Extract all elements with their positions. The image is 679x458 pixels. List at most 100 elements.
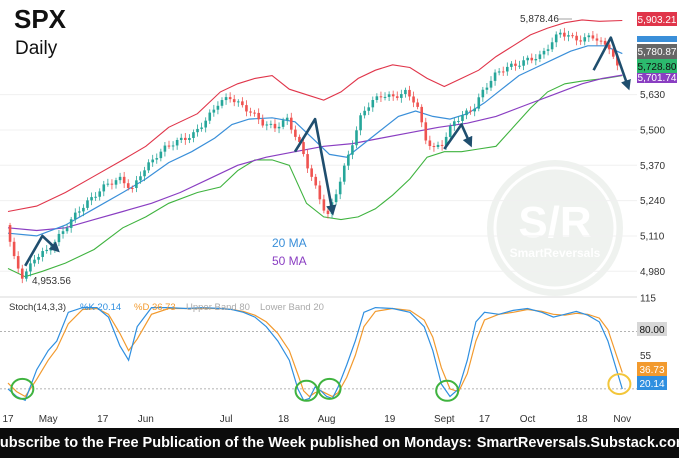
candle-body	[106, 183, 110, 185]
candle-body	[118, 176, 122, 181]
oversold-circle-3	[435, 379, 460, 402]
stoch-legend-d: %D 36.73	[134, 302, 176, 313]
stoch-upper-value: 80.00	[639, 325, 664, 336]
candle-body	[489, 80, 493, 88]
candle-body	[78, 211, 81, 213]
candle-body	[563, 32, 566, 37]
candle-body	[232, 99, 236, 103]
stoch-legend-lower: Lower Band 20	[260, 302, 324, 313]
candle-body	[281, 120, 285, 127]
candle-body	[151, 159, 154, 163]
time-tick-label-6: Aug	[318, 414, 336, 425]
candle-body	[558, 32, 562, 35]
price-panel	[0, 19, 637, 284]
candle-body	[420, 106, 424, 123]
candle-body	[493, 72, 497, 81]
swing-arrow-1	[293, 117, 337, 216]
candle-body	[465, 110, 468, 116]
stoch-title: Stoch(14,3,3)	[9, 302, 66, 313]
candle-body	[375, 96, 379, 101]
candle-body	[338, 181, 342, 195]
upper-band-price: 5,903.21	[638, 15, 677, 26]
candle-body	[510, 63, 513, 67]
subscribe-footer: Subscribe to the Free Publication of the…	[0, 428, 679, 458]
candle-body	[37, 256, 40, 260]
candle-body	[61, 231, 65, 234]
time-tick-label-2: 17	[97, 414, 109, 425]
ma20-line	[7, 45, 623, 237]
candle-body	[530, 57, 534, 61]
candle-body	[391, 94, 395, 97]
candle-body	[534, 58, 538, 61]
candle-body	[611, 49, 615, 57]
candle-body	[16, 256, 20, 269]
candle-body	[25, 271, 28, 279]
footer-url[interactable]: SmartReversals.Substack.com	[476, 435, 679, 451]
candle-body	[147, 162, 150, 171]
time-tick-label-5: 18	[278, 414, 290, 425]
candle-body	[139, 176, 142, 181]
candle-body	[82, 207, 85, 212]
time-tick-label-10: Oct	[520, 414, 536, 425]
stoch-tick-label-0: 115	[640, 294, 656, 305]
footer-text: Subscribe to the Free Publication of the…	[0, 435, 472, 451]
oversold-circle-1	[294, 379, 319, 402]
candle-body	[257, 112, 260, 120]
candle-body	[110, 183, 114, 185]
candle-body	[86, 200, 89, 208]
candle-body	[277, 126, 281, 129]
watermark-logo: S/R SmartReversals	[487, 160, 623, 296]
candle-body	[497, 71, 501, 73]
stoch-upper-badge: 80.00	[637, 322, 667, 336]
candle-body	[241, 101, 244, 106]
time-tick-label-7: 19	[384, 414, 396, 425]
high-annotation: 5,878.46	[520, 14, 559, 25]
time-axis: 17 May 17 Jun Jul 18 Aug 19 Sept 17 Oct 18 Nov	[2, 414, 631, 425]
stoch-k-badge: 20.14	[637, 376, 667, 390]
candle-body	[387, 94, 391, 97]
candle-body	[363, 110, 366, 116]
candle-body	[216, 105, 220, 110]
candle-body	[453, 121, 456, 127]
candle-body	[273, 123, 277, 129]
candle-body	[8, 225, 12, 242]
candle-body	[12, 241, 16, 257]
time-tick-label-1: May	[39, 414, 58, 425]
candle-body	[289, 117, 293, 130]
ma50-price: 5,701.74	[638, 73, 677, 84]
candle-body	[351, 145, 354, 155]
stochastic-panel	[0, 306, 637, 402]
candle-body	[196, 128, 199, 133]
price-and-stoch-chart[interactable]: S/R SmartReversals Stoch(14,3,3) %K 20.1…	[0, 0, 679, 428]
price-axis: 5,630 5,500 5,370 5,240 5,110 4,980	[640, 90, 665, 278]
candle-body	[253, 112, 256, 114]
candle-body	[41, 251, 44, 257]
candle-body	[306, 154, 309, 169]
candle-body	[220, 100, 224, 106]
candle-body	[192, 132, 195, 138]
stoch-k-line	[7, 306, 623, 402]
candle-body	[163, 145, 167, 152]
candle-body	[583, 37, 587, 42]
candle-body	[224, 97, 228, 101]
watermark-brand: SmartReversals	[510, 246, 601, 260]
candle-body	[518, 65, 521, 67]
watermark-letters: S/R	[518, 198, 591, 247]
stoch-d-badge: 36.73	[637, 362, 667, 376]
candle-body	[65, 227, 69, 232]
candle-body	[383, 96, 387, 98]
candle-body	[114, 180, 118, 185]
candle-body	[184, 137, 187, 140]
candle-body	[200, 127, 203, 129]
candle-body	[143, 170, 146, 177]
candle-body	[575, 35, 578, 41]
candle-body	[102, 184, 106, 192]
candle-body	[167, 145, 171, 147]
candle-body	[428, 140, 432, 147]
candle-body	[501, 71, 505, 73]
candle-body	[379, 96, 383, 98]
candle-body	[567, 35, 570, 37]
candle-body	[542, 50, 546, 55]
stoch-axis: 115 55	[640, 294, 656, 362]
candle-body	[188, 137, 191, 140]
